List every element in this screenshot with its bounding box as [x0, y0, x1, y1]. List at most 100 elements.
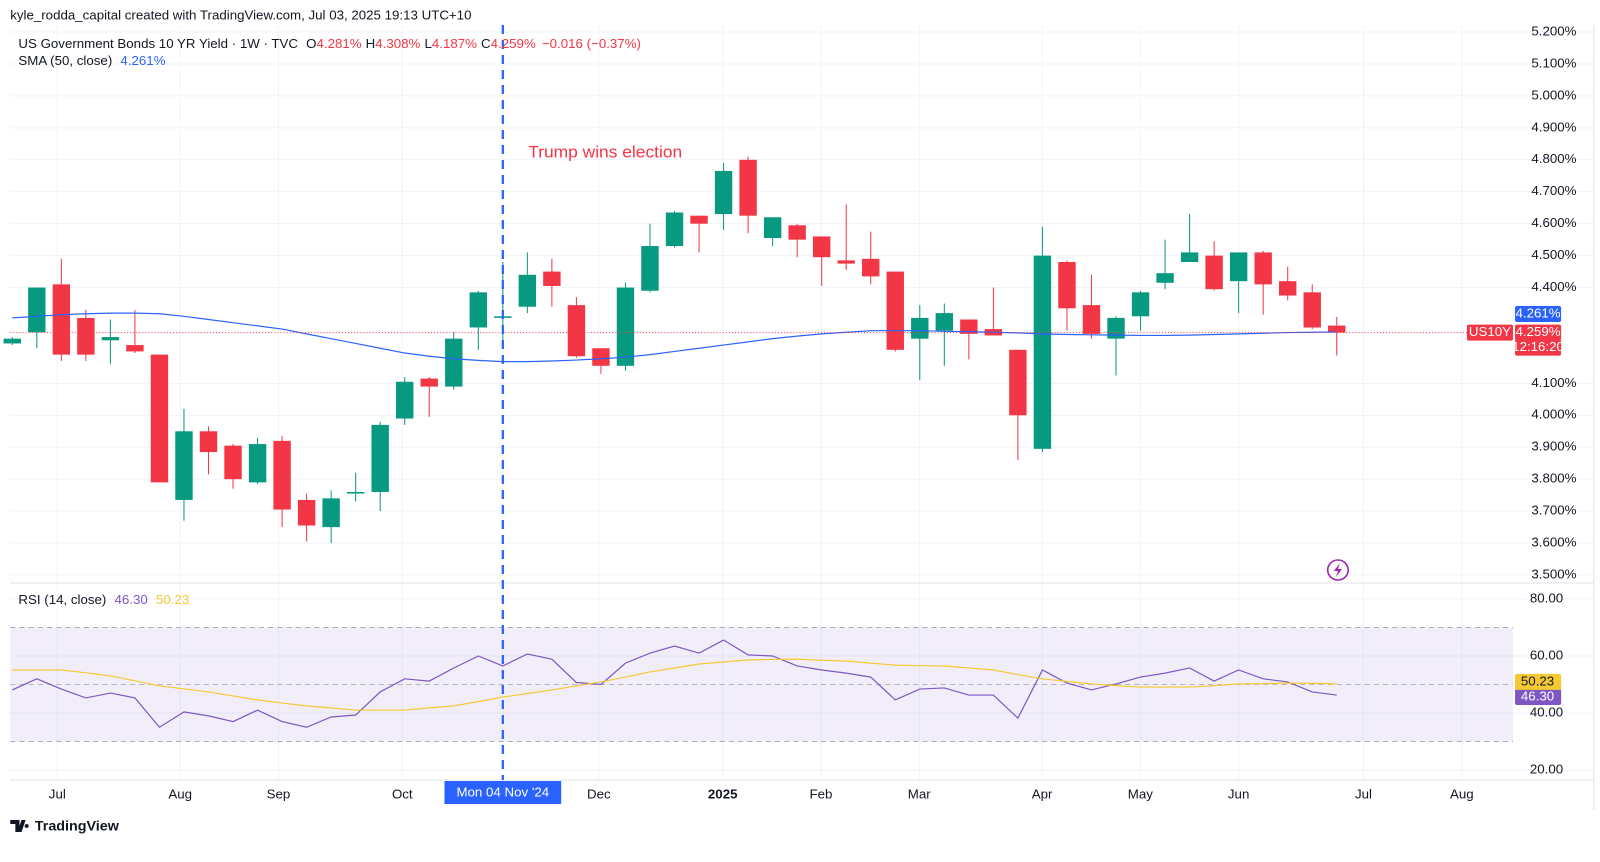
x-tick-label: Dec — [587, 787, 611, 802]
rsi-value: 46.30 — [115, 593, 148, 608]
candle-body — [592, 348, 610, 366]
candle-body — [862, 258, 880, 277]
legend-value: 4.187% — [432, 37, 477, 52]
candle-body — [3, 338, 21, 344]
candle-body — [322, 498, 340, 528]
legend-key: C — [481, 37, 491, 52]
y-tick-label: 40.00 — [1530, 705, 1563, 720]
y-tick-label: 80.00 — [1530, 591, 1563, 606]
rsi-legend: RSI (14, close) 46.30 50.23 — [18, 593, 189, 608]
y-tick-label: 60.00 — [1530, 648, 1563, 663]
x-tick-label: Jun — [1228, 787, 1249, 802]
candle-body — [396, 381, 414, 419]
candle-body — [175, 431, 193, 500]
candle-body — [1180, 252, 1199, 262]
x-tick-label: 2025 — [708, 787, 738, 802]
rsi-badge: 50.23 — [1521, 673, 1554, 688]
candle-body — [273, 440, 291, 510]
countdown-badge-bg — [1515, 339, 1562, 356]
legend-value: 4.259% — [491, 37, 536, 52]
x-tick-label: Feb — [810, 787, 833, 802]
candle-body — [616, 287, 635, 366]
candle-body — [837, 260, 855, 264]
candle-body — [714, 170, 733, 215]
rsi-title: RSI (14, close) — [18, 593, 106, 608]
symbol-badge: US10Y — [1469, 324, 1511, 339]
candle-body — [28, 287, 46, 333]
y-tick-label: 4.400% — [1531, 279, 1576, 294]
candle-body — [690, 215, 708, 224]
y-tick-label: 20.00 — [1530, 762, 1563, 777]
candle-body — [739, 159, 757, 216]
candle-body — [1009, 349, 1027, 416]
y-tick-label: 4.700% — [1531, 183, 1576, 198]
price-badge: 4.259% — [1516, 324, 1561, 339]
candle-body — [1107, 317, 1125, 339]
rsi-badge-bg — [1515, 673, 1562, 690]
legend-key: O — [306, 37, 316, 52]
y-tick-label: 4.800% — [1531, 151, 1576, 166]
x-tick-label: May — [1128, 787, 1154, 802]
candle-body — [1082, 305, 1101, 334]
rsi-badge: 46.30 — [1521, 689, 1554, 704]
candle-body — [469, 292, 488, 328]
candle-body — [567, 305, 586, 357]
y-tick-label: 4.000% — [1531, 407, 1576, 422]
sma-badge: 4.261% — [1516, 306, 1561, 321]
grid-layer — [10, 25, 1594, 780]
x-tick-label: Jul — [49, 787, 66, 802]
legend: US Government Bonds 10 YR Yield · 1W · T… — [18, 37, 641, 608]
sma-legend: SMA (50, close) 4.261% — [18, 54, 165, 69]
x-tick-label: Aug — [168, 787, 192, 802]
y-tick-label: 4.500% — [1531, 247, 1576, 262]
legend-value: 4.281% — [316, 37, 361, 52]
legend-value: 4.308% — [375, 37, 420, 52]
candle-body — [297, 499, 316, 526]
candle-body — [346, 491, 365, 494]
candle-body — [1156, 273, 1174, 283]
legend-line: US Government Bonds 10 YR Yield · 1W · T… — [18, 37, 641, 52]
x-tick-label: Aug — [1450, 787, 1474, 802]
candle-body — [1229, 252, 1248, 282]
x-tick-label: Oct — [392, 787, 413, 802]
candle-body — [935, 313, 954, 331]
candle-body — [1205, 255, 1223, 290]
symbol-badge-bg — [1466, 324, 1513, 341]
candle-body — [101, 337, 120, 341]
candle-body — [1254, 252, 1272, 285]
y-tick-label: 3.600% — [1531, 535, 1576, 550]
y-tick-label: 5.200% — [1531, 24, 1576, 39]
candle-body — [788, 225, 806, 240]
crosshair-badge — [444, 781, 562, 804]
lightning-bolt[interactable] — [1333, 563, 1343, 577]
candle-body — [543, 271, 561, 286]
candle-body — [886, 271, 904, 350]
y-tick-label: 5.000% — [1531, 87, 1576, 102]
candle-body — [1033, 255, 1052, 449]
rsi-badge-bg — [1515, 689, 1562, 706]
sma-name: SMA (50, close) — [18, 54, 112, 69]
lightning-circle[interactable] — [1326, 559, 1349, 581]
countdown-badge: 12:16:20 — [1512, 339, 1564, 354]
candle-body — [150, 354, 169, 483]
legend-key: L — [424, 37, 431, 52]
candle-body — [248, 444, 267, 483]
price-badge-bg — [1515, 324, 1562, 341]
legend-key: H — [366, 37, 376, 52]
candle-body — [960, 319, 978, 334]
y-tick-label: 3.800% — [1531, 471, 1576, 486]
legend-change: −0.016 (−0.37%) — [542, 37, 641, 52]
lightning-icon[interactable] — [1326, 559, 1349, 581]
candle-body — [77, 317, 95, 355]
marks-layer — [3, 25, 1513, 780]
candle-body — [812, 236, 831, 258]
candle-body — [1303, 292, 1321, 328]
crosshair-label: Mon 04 Nov '24 — [456, 785, 549, 800]
candle-body — [641, 246, 659, 291]
legend-title: US Government Bonds 10 YR Yield · 1W · T… — [18, 37, 298, 52]
attribution: kyle_rodda_capital created with TradingV… — [10, 8, 471, 23]
annotation: Trump wins election — [528, 142, 682, 162]
candle-body — [665, 212, 684, 247]
